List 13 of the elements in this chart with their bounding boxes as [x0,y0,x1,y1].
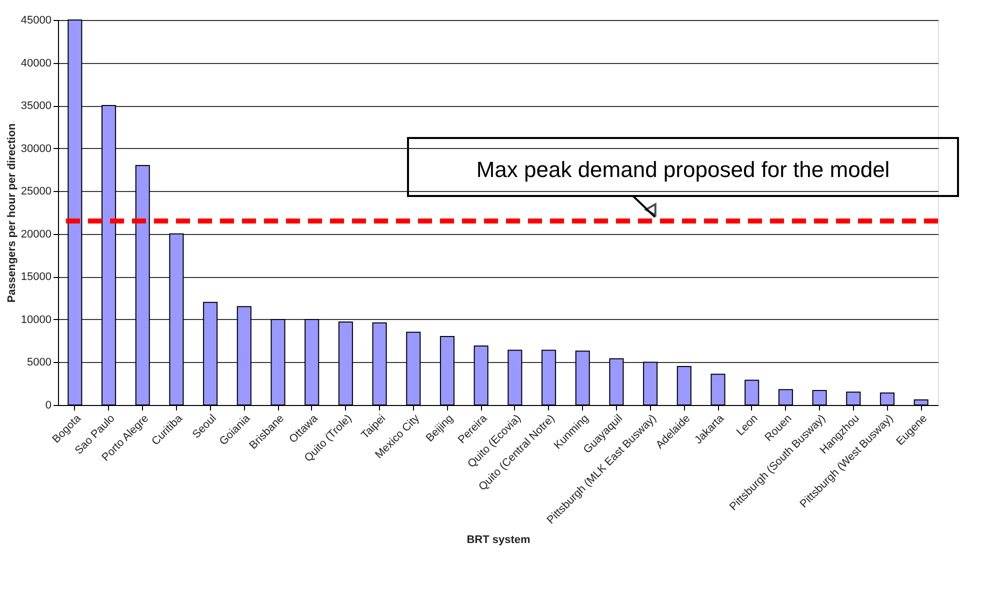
y-tick-label: 25000 [20,186,52,198]
y-tick-label: 0 [45,400,52,412]
y-tick-label: 5000 [27,356,52,369]
y-axis-title: Passengers per hour per direction [6,123,18,303]
y-tick-label: 40000 [20,57,52,70]
y-tick-label: 20000 [20,228,52,240]
ref-line-label: Max peak demand proposed for the model [476,157,890,182]
y-tick-label: 45000 [20,14,52,26]
y-tick-label: 15000 [20,271,52,284]
x-axis-title: BRT system [466,534,531,546]
y-tick-label: 30000 [20,142,52,155]
y-tick-label: 10000 [20,314,52,326]
y-tick-label: 35000 [20,100,52,112]
